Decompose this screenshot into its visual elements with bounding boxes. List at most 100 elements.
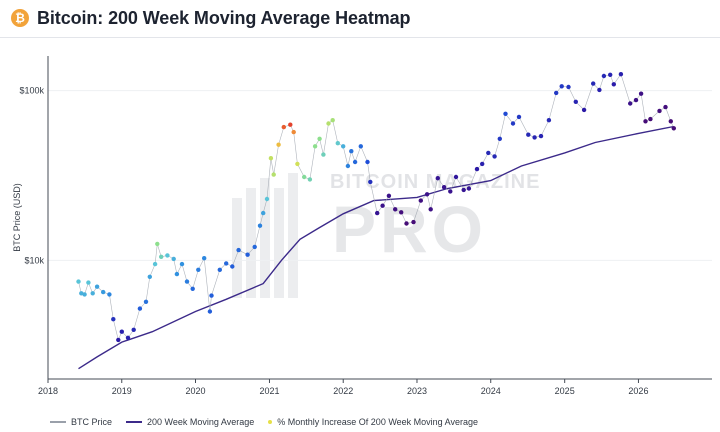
btc-price-point-40	[276, 142, 281, 147]
x-tick-labels: 2018 2019 2020 2021 2022 2023 2024 2025 2026	[38, 379, 648, 396]
btc-price-point-37	[264, 196, 270, 202]
btc-price-point-94	[597, 87, 602, 93]
axes	[47, 56, 712, 380]
btc-price-point-99	[628, 101, 633, 106]
btc-price-point-30	[224, 261, 229, 266]
x-tick-label-2026: 2026	[628, 386, 648, 396]
btc-price-point-89	[559, 84, 564, 89]
btc-price-point-54	[345, 163, 351, 169]
btc-price-point-51	[330, 118, 335, 123]
y-tick-label-0: $100k	[19, 86, 44, 96]
btc-price-point-11	[125, 335, 131, 340]
btc-price-point-72	[448, 189, 453, 194]
btc-price-point-55	[349, 149, 354, 154]
legend-item-monthly-increase[interactable]: % Monthly Increase Of 200 Week Moving Av…	[268, 417, 478, 427]
btc-price-point-96	[608, 72, 613, 77]
btc-price-point-79	[492, 154, 497, 159]
watermark-bar-4	[288, 173, 298, 298]
btc-price-point-97	[611, 82, 616, 87]
btc-price-point-86	[538, 133, 544, 139]
btc-price-point-42	[288, 122, 293, 127]
btc-price-point-35	[257, 223, 263, 228]
btc-price-point-43	[291, 129, 296, 135]
btc-price-point-6	[101, 289, 106, 295]
btc-price-point-33	[245, 252, 250, 257]
btc-price-point-50	[326, 121, 331, 126]
x-tick-label-2023: 2023	[407, 386, 427, 396]
legend-item-btc-price[interactable]: BTC Price	[50, 417, 112, 427]
btc-price-point-106	[668, 119, 673, 124]
btc-price-point-14	[143, 299, 149, 304]
btc-price-point-3	[86, 280, 91, 285]
btc-price-point-38	[268, 156, 274, 161]
btc-price-point-45	[302, 174, 307, 180]
btc-price-point-101	[638, 91, 644, 96]
btc-price-point-71	[441, 185, 447, 190]
btc-price-point-17	[155, 241, 160, 247]
btc-price-point-15	[147, 274, 152, 279]
btc-price-point-98	[618, 72, 624, 77]
y-tick-labels: $100k $10k	[19, 86, 44, 266]
x-tick-label-2020: 2020	[185, 386, 205, 396]
legend-swatch-monthly-increase	[268, 420, 273, 424]
y-tick-label-1: $10k	[24, 255, 44, 265]
btc-price-point-90	[566, 84, 571, 90]
chart-title: Bitcoin: 200 Week Moving Average Heatmap	[37, 8, 411, 28]
btc-price-point-81	[503, 111, 508, 117]
bitcoin-logo-icon: ₿	[11, 9, 29, 27]
x-tick-label-2025: 2025	[555, 386, 575, 396]
series-btc-price-line	[78, 73, 675, 341]
btc-price-point-41	[281, 124, 286, 130]
btc-price-point-22	[179, 261, 185, 267]
btc-price-point-23	[184, 279, 190, 284]
legend-label-monthly-increase: % Monthly Increase Of 200 Week Moving Av…	[277, 417, 479, 427]
legend-swatch-btc-price	[50, 421, 66, 423]
btc-price-point-87	[546, 118, 552, 123]
btc-price-point-5	[94, 284, 100, 289]
x-tick-label-2021: 2021	[259, 386, 279, 396]
btc-price-point-92	[581, 107, 587, 113]
btc-price-point-4	[90, 291, 95, 296]
watermark-line1: BITCOIN MAGAZINE	[330, 171, 540, 193]
btc-price-point-39	[271, 172, 276, 177]
btc-price-point-12	[131, 327, 136, 332]
series-200-week-ma-line	[78, 125, 674, 370]
legend-label-200wma: 200 Week Moving Average	[147, 417, 255, 427]
btc-price-point-53	[341, 144, 346, 149]
btc-price-point-105	[663, 104, 668, 110]
btc-price-point-47	[312, 144, 318, 149]
x-tick-label-2024: 2024	[481, 386, 501, 396]
btc-price-point-65	[404, 221, 409, 226]
btc-price-point-83	[516, 114, 522, 120]
btc-price-point-73	[453, 174, 459, 180]
btc-price-point-62	[386, 193, 392, 198]
y-axis-label: BTC Price (USD)	[12, 183, 22, 252]
legend-item-200wma[interactable]: 200 Week Moving Average	[126, 417, 254, 427]
btc-price-point-107	[671, 126, 676, 131]
btc-price-point-16	[152, 261, 158, 267]
btc-price-point-78	[486, 150, 491, 156]
btc-price-point-56	[352, 159, 358, 165]
watermark-bar-3	[274, 188, 284, 298]
btc-price-point-2	[82, 292, 87, 297]
btc-price-point-10	[119, 329, 125, 334]
x-tick-label-2018: 2018	[38, 386, 58, 396]
btc-price-point-29	[217, 267, 222, 272]
btc-price-point-13	[137, 306, 143, 311]
btc-price-point-104	[657, 108, 662, 114]
btc-price-point-91	[573, 99, 578, 104]
btc-price-point-82	[510, 121, 516, 126]
btc-price-point-84	[526, 132, 531, 137]
btc-price-point-27	[207, 309, 213, 314]
watermark-bar-2	[260, 178, 270, 298]
btc-price-point-32	[236, 247, 241, 253]
btc-price-point-74	[461, 187, 466, 193]
watermark-bar-0	[232, 198, 242, 298]
btc-price-point-9	[116, 337, 121, 343]
btc-price-point-21	[174, 271, 180, 277]
btc-price-point-93	[591, 81, 596, 86]
legend: BTC Price 200 Week Moving Average % Mont…	[50, 414, 478, 430]
btc-price-point-19	[165, 253, 170, 258]
btc-price-point-20	[171, 256, 176, 262]
